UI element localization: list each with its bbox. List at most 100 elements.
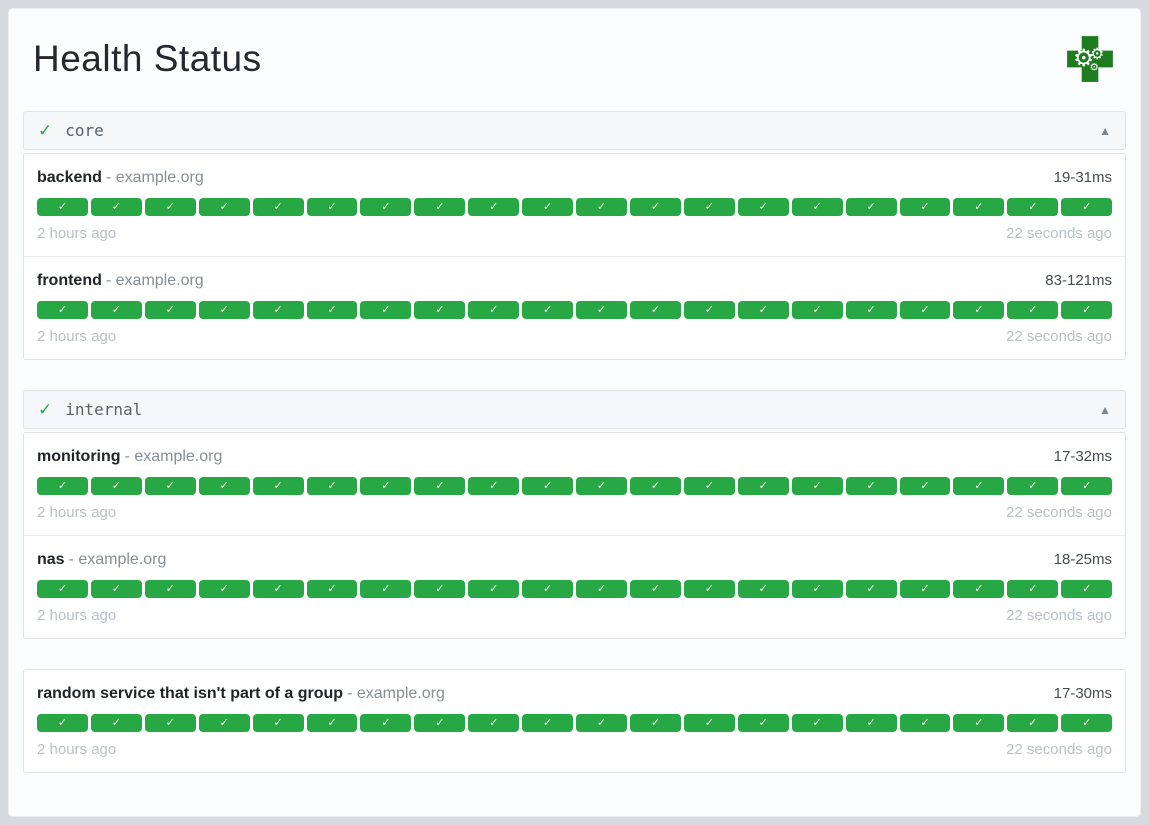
- status-badge-success[interactable]: ✓: [953, 301, 1005, 319]
- status-badge-success[interactable]: ✓: [306, 477, 358, 495]
- status-badge-success[interactable]: ✓: [1007, 714, 1059, 732]
- status-badge-success[interactable]: ✓: [899, 714, 951, 732]
- status-badge-success[interactable]: ✓: [306, 301, 358, 319]
- status-badge-success[interactable]: ✓: [629, 198, 681, 216]
- status-badge-success[interactable]: ✓: [576, 580, 627, 598]
- status-badge-success[interactable]: ✓: [791, 580, 843, 598]
- status-badge-success[interactable]: ✓: [899, 477, 951, 495]
- status-badge-success[interactable]: ✓: [791, 198, 843, 216]
- status-badge-success[interactable]: ✓: [37, 301, 88, 319]
- group-header[interactable]: ✓ internal ▲: [23, 390, 1126, 429]
- status-badge-success[interactable]: ✓: [683, 580, 735, 598]
- status-badge-success[interactable]: ✓: [252, 580, 304, 598]
- status-badge-success[interactable]: ✓: [1007, 580, 1059, 598]
- status-badge-success[interactable]: ✓: [252, 477, 304, 495]
- status-badge-success[interactable]: ✓: [629, 301, 681, 319]
- status-badge-success[interactable]: ✓: [737, 580, 789, 598]
- status-badge-success[interactable]: ✓: [306, 714, 358, 732]
- status-badge-success[interactable]: ✓: [522, 477, 574, 495]
- status-badge-success[interactable]: ✓: [144, 477, 196, 495]
- status-badge-success[interactable]: ✓: [899, 301, 951, 319]
- status-badge-success[interactable]: ✓: [414, 198, 466, 216]
- status-badge-success[interactable]: ✓: [737, 714, 789, 732]
- status-badge-success[interactable]: ✓: [1007, 477, 1059, 495]
- status-badge-success[interactable]: ✓: [468, 477, 520, 495]
- status-badge-success[interactable]: ✓: [198, 580, 250, 598]
- status-badge-success[interactable]: ✓: [576, 714, 627, 732]
- status-badge-success[interactable]: ✓: [90, 198, 142, 216]
- status-badge-success[interactable]: ✓: [791, 714, 843, 732]
- status-badge-success[interactable]: ✓: [144, 580, 196, 598]
- status-badge-success[interactable]: ✓: [414, 301, 466, 319]
- status-badge-success[interactable]: ✓: [737, 477, 789, 495]
- status-badge-success[interactable]: ✓: [198, 477, 250, 495]
- status-badge-success[interactable]: ✓: [845, 580, 897, 598]
- status-badge-success[interactable]: ✓: [683, 477, 735, 495]
- status-badge-success[interactable]: ✓: [576, 477, 627, 495]
- status-badge-success[interactable]: ✓: [306, 580, 358, 598]
- status-badge-success[interactable]: ✓: [198, 714, 250, 732]
- status-badge-success[interactable]: ✓: [737, 301, 789, 319]
- status-badge-success[interactable]: ✓: [468, 580, 520, 598]
- status-badge-success[interactable]: ✓: [791, 301, 843, 319]
- status-badge-success[interactable]: ✓: [144, 301, 196, 319]
- status-badge-success[interactable]: ✓: [37, 198, 88, 216]
- status-badge-success[interactable]: ✓: [468, 198, 520, 216]
- status-badge-success[interactable]: ✓: [953, 198, 1005, 216]
- status-badge-success[interactable]: ✓: [953, 477, 1005, 495]
- status-badge-success[interactable]: ✓: [1061, 477, 1113, 495]
- status-badge-success[interactable]: ✓: [845, 477, 897, 495]
- status-badge-success[interactable]: ✓: [522, 714, 574, 732]
- status-badge-success[interactable]: ✓: [468, 301, 520, 319]
- status-badge-success[interactable]: ✓: [360, 580, 412, 598]
- status-badge-success[interactable]: ✓: [1007, 198, 1059, 216]
- status-badge-success[interactable]: ✓: [576, 198, 627, 216]
- status-badge-success[interactable]: ✓: [1061, 580, 1113, 598]
- status-badge-success[interactable]: ✓: [683, 301, 735, 319]
- status-badge-success[interactable]: ✓: [198, 198, 250, 216]
- status-badge-success[interactable]: ✓: [468, 714, 520, 732]
- status-badge-success[interactable]: ✓: [522, 301, 574, 319]
- status-badge-success[interactable]: ✓: [1007, 301, 1059, 319]
- status-badge-success[interactable]: ✓: [252, 198, 304, 216]
- status-badge-success[interactable]: ✓: [683, 714, 735, 732]
- status-badge-success[interactable]: ✓: [37, 477, 88, 495]
- status-badge-success[interactable]: ✓: [737, 198, 789, 216]
- status-badge-success[interactable]: ✓: [629, 580, 681, 598]
- group-header[interactable]: ✓ core ▲: [23, 111, 1126, 150]
- status-badge-success[interactable]: ✓: [306, 198, 358, 216]
- status-badge-success[interactable]: ✓: [90, 714, 142, 732]
- status-badge-success[interactable]: ✓: [360, 198, 412, 216]
- status-badge-success[interactable]: ✓: [37, 580, 88, 598]
- status-badge-success[interactable]: ✓: [953, 714, 1005, 732]
- status-badge-success[interactable]: ✓: [360, 714, 412, 732]
- status-badge-success[interactable]: ✓: [414, 477, 466, 495]
- status-badge-success[interactable]: ✓: [522, 580, 574, 598]
- collapse-arrow-icon[interactable]: ▲: [1099, 402, 1111, 417]
- status-badge-success[interactable]: ✓: [1061, 198, 1113, 216]
- collapse-arrow-icon[interactable]: ▲: [1099, 123, 1111, 138]
- status-badge-success[interactable]: ✓: [522, 198, 574, 216]
- status-badge-success[interactable]: ✓: [1061, 714, 1113, 732]
- status-badge-success[interactable]: ✓: [629, 714, 681, 732]
- status-badge-success[interactable]: ✓: [144, 198, 196, 216]
- status-badge-success[interactable]: ✓: [252, 301, 304, 319]
- status-badge-success[interactable]: ✓: [845, 714, 897, 732]
- status-badge-success[interactable]: ✓: [360, 301, 412, 319]
- status-badge-success[interactable]: ✓: [576, 301, 627, 319]
- status-badge-success[interactable]: ✓: [1061, 301, 1113, 319]
- status-badge-success[interactable]: ✓: [791, 477, 843, 495]
- status-badge-success[interactable]: ✓: [37, 714, 88, 732]
- status-badge-success[interactable]: ✓: [414, 580, 466, 598]
- status-badge-success[interactable]: ✓: [899, 580, 951, 598]
- status-badge-success[interactable]: ✓: [198, 301, 250, 319]
- status-badge-success[interactable]: ✓: [845, 198, 897, 216]
- status-badge-success[interactable]: ✓: [90, 580, 142, 598]
- status-badge-success[interactable]: ✓: [845, 301, 897, 319]
- status-badge-success[interactable]: ✓: [629, 477, 681, 495]
- status-badge-success[interactable]: ✓: [414, 714, 466, 732]
- status-badge-success[interactable]: ✓: [953, 580, 1005, 598]
- status-badge-success[interactable]: ✓: [144, 714, 196, 732]
- status-badge-success[interactable]: ✓: [252, 714, 304, 732]
- status-badge-success[interactable]: ✓: [360, 477, 412, 495]
